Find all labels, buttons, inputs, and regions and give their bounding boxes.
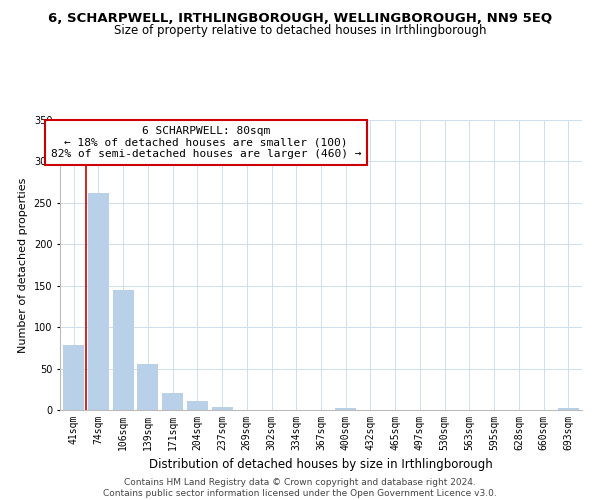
Bar xyxy=(113,290,134,410)
Bar xyxy=(137,364,158,410)
Text: 6, SCHARPWELL, IRTHLINGBOROUGH, WELLINGBOROUGH, NN9 5EQ: 6, SCHARPWELL, IRTHLINGBOROUGH, WELLINGB… xyxy=(48,12,552,26)
Bar xyxy=(187,401,208,410)
Text: Size of property relative to detached houses in Irthlingborough: Size of property relative to detached ho… xyxy=(114,24,486,37)
Bar xyxy=(558,408,579,410)
Bar xyxy=(162,394,183,410)
Bar xyxy=(63,346,84,410)
Bar xyxy=(212,406,233,410)
Bar xyxy=(335,408,356,410)
X-axis label: Distribution of detached houses by size in Irthlingborough: Distribution of detached houses by size … xyxy=(149,458,493,471)
Bar xyxy=(88,193,109,410)
Text: Contains HM Land Registry data © Crown copyright and database right 2024.
Contai: Contains HM Land Registry data © Crown c… xyxy=(103,478,497,498)
Y-axis label: Number of detached properties: Number of detached properties xyxy=(18,178,28,352)
Text: 6 SCHARPWELL: 80sqm
← 18% of detached houses are smaller (100)
82% of semi-detac: 6 SCHARPWELL: 80sqm ← 18% of detached ho… xyxy=(51,126,361,159)
